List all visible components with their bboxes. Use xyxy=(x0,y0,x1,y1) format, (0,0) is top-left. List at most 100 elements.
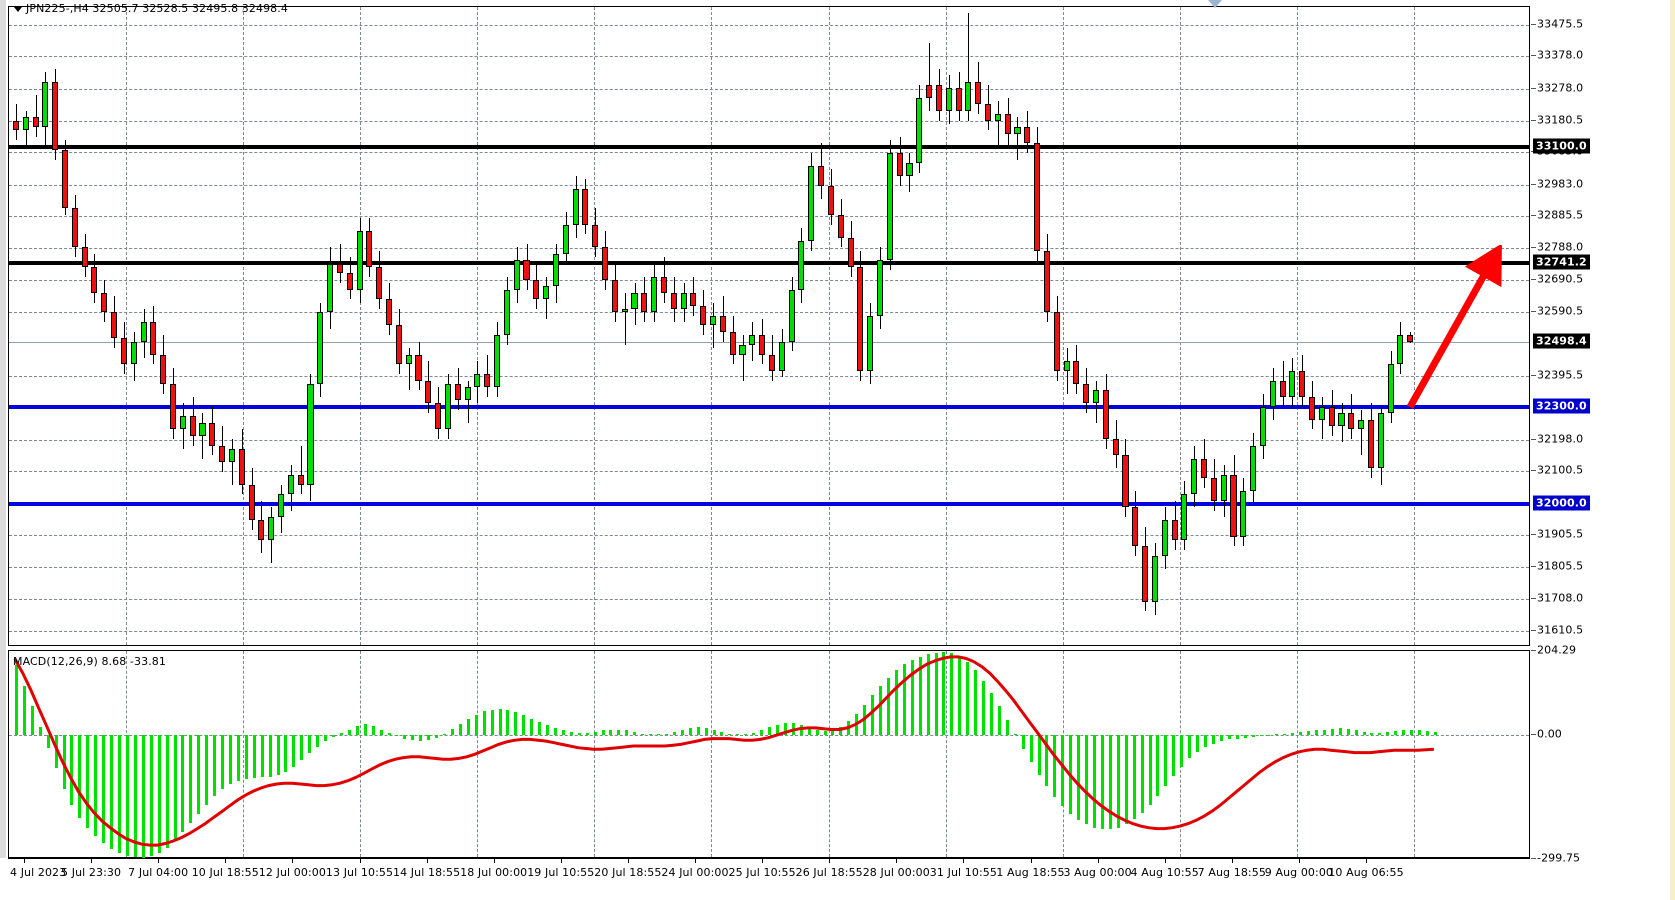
macd-histogram-bar xyxy=(1426,731,1429,736)
grid-line-horizontal xyxy=(9,471,1529,473)
macd-histogram-bar xyxy=(1252,735,1255,737)
time-axis-tick xyxy=(695,858,696,863)
right-border-strip xyxy=(1670,0,1675,900)
price-tag-33100.0[interactable]: 33100.0 xyxy=(1533,138,1590,154)
macd-histogram-bar xyxy=(633,732,636,736)
candle-body xyxy=(670,292,677,310)
candle-body xyxy=(1161,520,1168,557)
macd-histogram-bar xyxy=(1149,735,1152,805)
macd-histogram-bar xyxy=(1244,735,1247,738)
level-line-32498.4[interactable] xyxy=(9,342,1529,344)
price-axis-label: 32395.5 xyxy=(1537,368,1584,382)
macd-axis-label: 0.00 xyxy=(1537,727,1562,741)
candle-wick xyxy=(202,413,203,459)
macd-histogram-bar xyxy=(213,735,216,797)
level-line-32000.0[interactable] xyxy=(9,502,1529,507)
macd-histogram-bar xyxy=(689,727,692,736)
candle-body xyxy=(238,448,245,485)
candle-wick xyxy=(301,445,302,495)
macd-histogram-bar xyxy=(1323,729,1326,736)
macd-indicator-panel[interactable]: MACD(12,26,9) 8.68 -33.81 xyxy=(8,650,1530,858)
price-axis-label: 32788.0 xyxy=(1537,240,1584,254)
price-axis-label: 31708.0 xyxy=(1537,591,1584,605)
price-tag-32300.0[interactable]: 32300.0 xyxy=(1533,398,1590,414)
macd-histogram-bar xyxy=(197,735,200,814)
candle-body xyxy=(297,474,304,485)
candle-body xyxy=(690,292,697,306)
time-axis-tick xyxy=(24,858,25,863)
candle-body xyxy=(494,335,501,388)
time-axis-label: 3 Aug 00:00 xyxy=(1063,866,1132,879)
macd-histogram-bar xyxy=(720,732,723,736)
macd-histogram-bar xyxy=(538,722,541,736)
price-tag-32000.0[interactable]: 32000.0 xyxy=(1533,495,1590,511)
macd-histogram-bar xyxy=(340,732,343,736)
macd-histogram-bar xyxy=(744,734,747,736)
candle-body xyxy=(533,279,540,300)
macd-histogram-bar xyxy=(1212,735,1215,744)
level-line-32300.0[interactable] xyxy=(9,404,1529,409)
price-axis-tick xyxy=(1531,23,1536,25)
time-axis-label: 24 Jul 00:00 xyxy=(661,866,729,879)
time-axis-label: 28 Jul 00:00 xyxy=(862,866,930,879)
macd-histogram-bar xyxy=(1402,730,1405,736)
time-axis-label: 13 Jul 10:55 xyxy=(325,866,394,879)
level-line-32741.2[interactable] xyxy=(9,261,1529,266)
macd-histogram-bar xyxy=(927,654,930,736)
macd-histogram-bar xyxy=(602,730,605,736)
candle-body xyxy=(130,341,137,365)
time-axis[interactable]: 4 Jul 2023 5 Jul 23:30 7 Jul 04:00 10 Jul 1… xyxy=(8,858,1530,900)
grid-line-horizontal xyxy=(9,248,1529,250)
candle-body xyxy=(543,286,550,300)
candle-body xyxy=(317,312,324,384)
candle-body xyxy=(700,305,707,326)
price-tag-32741.2[interactable]: 32741.2 xyxy=(1533,254,1590,270)
macd-histogram-bar xyxy=(205,735,208,805)
macd-histogram-bar xyxy=(871,694,874,736)
macd-histogram-bar xyxy=(1386,732,1389,736)
candle-body xyxy=(120,338,127,365)
macd-histogram-bar xyxy=(1378,732,1381,736)
macd-histogram-bar xyxy=(189,735,192,823)
price-axis[interactable]: 33475.533378.033278.033180.533083.032983… xyxy=(1531,0,1675,900)
price-axis-label: 32100.5 xyxy=(1537,463,1584,477)
macd-histogram-bar xyxy=(776,724,779,736)
price-axis-label: 32983.0 xyxy=(1537,177,1584,191)
macd-histogram-bar xyxy=(1101,735,1104,830)
candle-body xyxy=(474,374,481,388)
grid-line-horizontal xyxy=(9,216,1529,218)
level-line-33100.0[interactable] xyxy=(9,144,1529,149)
macd-histogram-bar xyxy=(1053,735,1056,798)
macd-histogram-bar xyxy=(1410,729,1413,736)
macd-histogram-bar xyxy=(1117,735,1120,828)
candle-body xyxy=(1309,396,1316,420)
macd-histogram-bar xyxy=(879,685,882,736)
price-axis-tick xyxy=(1531,438,1536,440)
candle-body xyxy=(415,354,422,381)
macd-histogram-bar xyxy=(919,656,922,736)
bullish-arrow[interactable] xyxy=(1380,245,1520,420)
candle-body xyxy=(847,237,854,267)
grid-line-vertical xyxy=(1062,7,1064,645)
macd-histogram-bar xyxy=(166,735,169,848)
price-tag-32498.4[interactable]: 32498.4 xyxy=(1533,333,1590,349)
candle-body xyxy=(503,289,510,336)
candle-body xyxy=(1397,335,1404,365)
price-chart-panel[interactable] xyxy=(8,6,1530,646)
caret-down-icon[interactable] xyxy=(14,6,22,12)
price-axis-tick xyxy=(1531,55,1536,57)
candle-body xyxy=(759,335,766,355)
time-axis-label: 7 Jul 04:00 xyxy=(128,866,189,879)
candle-body xyxy=(1377,413,1384,469)
candle-body xyxy=(160,354,167,384)
time-axis-tick xyxy=(1298,858,1300,863)
macd-histogram-bar xyxy=(1228,735,1231,740)
candle-body xyxy=(611,279,618,313)
macd-histogram-bar xyxy=(253,735,256,778)
macd-histogram-bar xyxy=(419,735,422,742)
macd-axis-tick xyxy=(1531,734,1536,736)
candle-body xyxy=(1328,406,1335,427)
macd-histogram-bar xyxy=(31,706,34,736)
macd-histogram-bar xyxy=(269,735,272,777)
time-axis-label: 31 Jul 10:55 xyxy=(929,866,997,879)
